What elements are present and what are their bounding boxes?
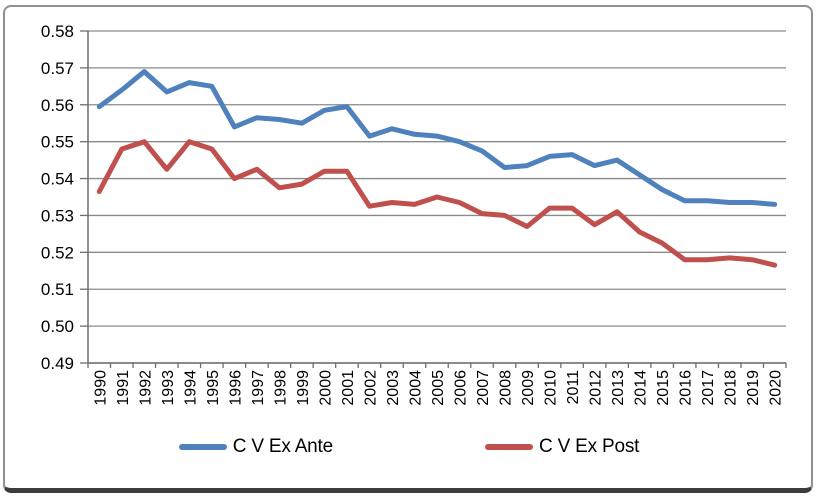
x-axis-label: 1994 xyxy=(182,370,199,406)
series-line-ex-post xyxy=(96,139,778,268)
x-axis-label: 2011 xyxy=(565,370,582,405)
x-axis-label: 1999 xyxy=(295,370,312,406)
legend-item-ex-ante: C V Ex Ante xyxy=(178,436,333,458)
x-axis-label: 2002 xyxy=(362,370,379,406)
x-axis-label: 1993 xyxy=(160,370,177,406)
x-axis-label: 2016 xyxy=(678,370,695,406)
chart-legend: C V Ex Ante C V Ex Post xyxy=(0,436,818,458)
y-axis-label: 0.58 xyxy=(41,22,74,41)
x-axis-label: 2020 xyxy=(768,370,785,406)
x-axis-label: 1991 xyxy=(115,370,132,406)
x-axis-label: 2006 xyxy=(453,370,470,406)
x-axis-label: 1997 xyxy=(250,370,267,406)
x-axis-label: 2010 xyxy=(543,370,560,406)
x-axis-label: 2018 xyxy=(723,370,740,406)
x-axis-label: 1990 xyxy=(92,370,109,406)
x-axis-label: 2000 xyxy=(317,370,334,406)
x-axis-label: 2008 xyxy=(498,370,515,406)
x-axis-label: 2017 xyxy=(700,370,717,406)
x-axis-label: 2005 xyxy=(430,370,447,406)
y-axis-label: 0.50 xyxy=(41,317,74,336)
y-axis-label: 0.52 xyxy=(41,243,74,262)
legend-swatch-ex-post-line xyxy=(485,444,533,450)
y-axis-label: 0.53 xyxy=(41,206,74,225)
x-axis-label: 1995 xyxy=(205,370,222,406)
x-axis-label: 2015 xyxy=(655,370,672,406)
y-axis-label: 0.54 xyxy=(41,170,74,189)
y-axis-label: 0.57 xyxy=(41,59,74,78)
x-axis-label: 2009 xyxy=(520,370,537,406)
y-axis-label: 0.51 xyxy=(41,280,74,299)
x-axis-label: 2007 xyxy=(475,370,492,406)
x-axis-label: 2004 xyxy=(407,370,424,406)
x-axis-label: 1996 xyxy=(227,370,244,406)
legend-label-ex-ante: C V Ex Ante xyxy=(232,436,333,457)
series-line-ex-ante xyxy=(96,69,778,207)
x-axis-label: 2014 xyxy=(633,370,650,406)
x-axis-label: 2003 xyxy=(385,370,402,406)
x-axis-label: 1998 xyxy=(272,370,289,406)
x-axis-label: 1992 xyxy=(137,370,154,406)
figure-border xyxy=(3,5,813,493)
x-axis-label: 2013 xyxy=(610,370,627,406)
y-axis-label: 0.56 xyxy=(41,96,74,115)
legend-item-ex-post: C V Ex Post xyxy=(485,436,639,458)
x-axis-label: 2012 xyxy=(588,370,605,406)
x-axis-label: 2019 xyxy=(745,370,762,406)
y-axis-label: 0.49 xyxy=(41,354,74,373)
y-axis-label: 0.55 xyxy=(41,133,74,152)
x-axis-label: 2001 xyxy=(340,370,357,406)
legend-swatch-ex-ante-line xyxy=(178,444,227,450)
legend-label-ex-post: C V Ex Post xyxy=(539,436,640,457)
